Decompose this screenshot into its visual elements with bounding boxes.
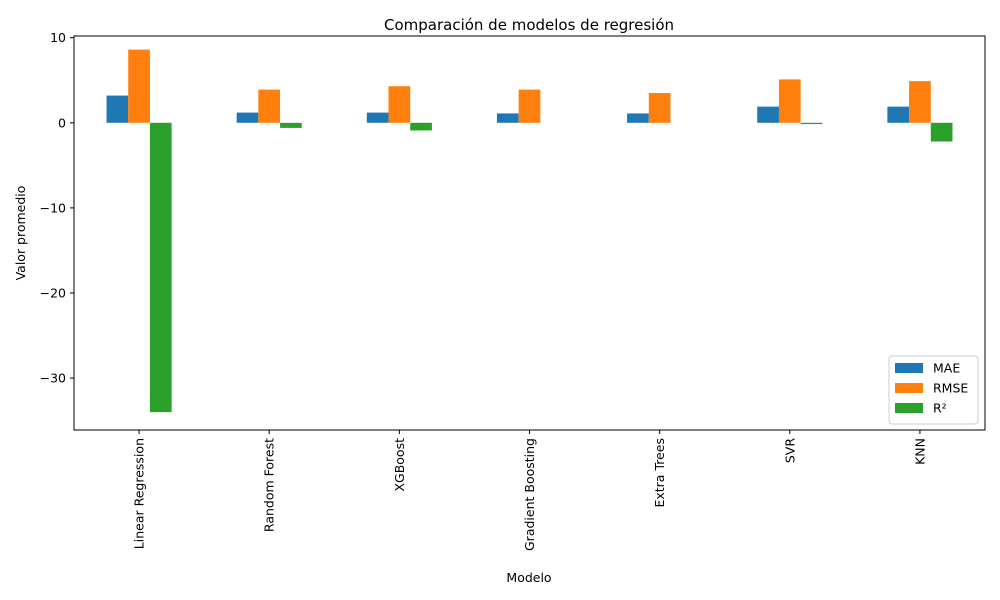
x-tick-label: Gradient Boosting — [522, 438, 537, 551]
legend-swatch — [895, 363, 923, 373]
bar-r-6 — [930, 122, 953, 142]
y-tick-label: 10 — [50, 30, 66, 45]
bar-mae-0 — [106, 95, 129, 123]
x-tick-label: Extra Trees — [652, 438, 667, 508]
x-axis-title: Modelo — [506, 570, 551, 585]
y-axis-title: Valor promedio — [13, 186, 28, 281]
x-tick-label: SVR — [782, 438, 797, 463]
legend-swatch — [895, 403, 923, 413]
bar-r-0 — [149, 122, 172, 413]
bar-rmse-4 — [648, 93, 671, 123]
y-tick-label: −20 — [40, 285, 66, 300]
x-tick-label: KNN — [912, 438, 927, 465]
bar-rmse-2 — [388, 86, 411, 123]
x-tick-label: Linear Regression — [132, 438, 147, 549]
bar-mae-3 — [496, 113, 519, 123]
bar-mae-2 — [366, 112, 389, 123]
bar-r-1 — [280, 122, 302, 128]
bar-rmse-6 — [909, 81, 931, 123]
legend-label: RMSE — [933, 381, 968, 396]
bar-rmse-5 — [778, 79, 801, 123]
bar-rmse-0 — [128, 49, 150, 123]
bar-mae-5 — [757, 106, 779, 123]
bar-r-5 — [800, 122, 823, 125]
legend-swatch — [895, 383, 923, 393]
chart-title: Comparación de modelos de regresión — [384, 16, 674, 34]
y-tick-label: 0 — [58, 115, 66, 130]
legend-label: MAE — [933, 361, 960, 376]
bar-rmse-1 — [258, 89, 281, 123]
bar-r-2 — [410, 122, 432, 131]
bar-mae-4 — [627, 113, 649, 123]
legend-label: R² — [933, 401, 947, 416]
bar-mae-1 — [236, 112, 259, 123]
x-tick-label: XGBoost — [392, 438, 407, 492]
bar-mae-6 — [887, 106, 910, 123]
y-tick-label: −10 — [40, 200, 66, 215]
bar-rmse-3 — [518, 89, 541, 123]
legend: MAE RMSE R² — [888, 355, 979, 425]
y-tick-label: −30 — [40, 371, 66, 386]
x-tick-label: Random Forest — [262, 438, 277, 532]
